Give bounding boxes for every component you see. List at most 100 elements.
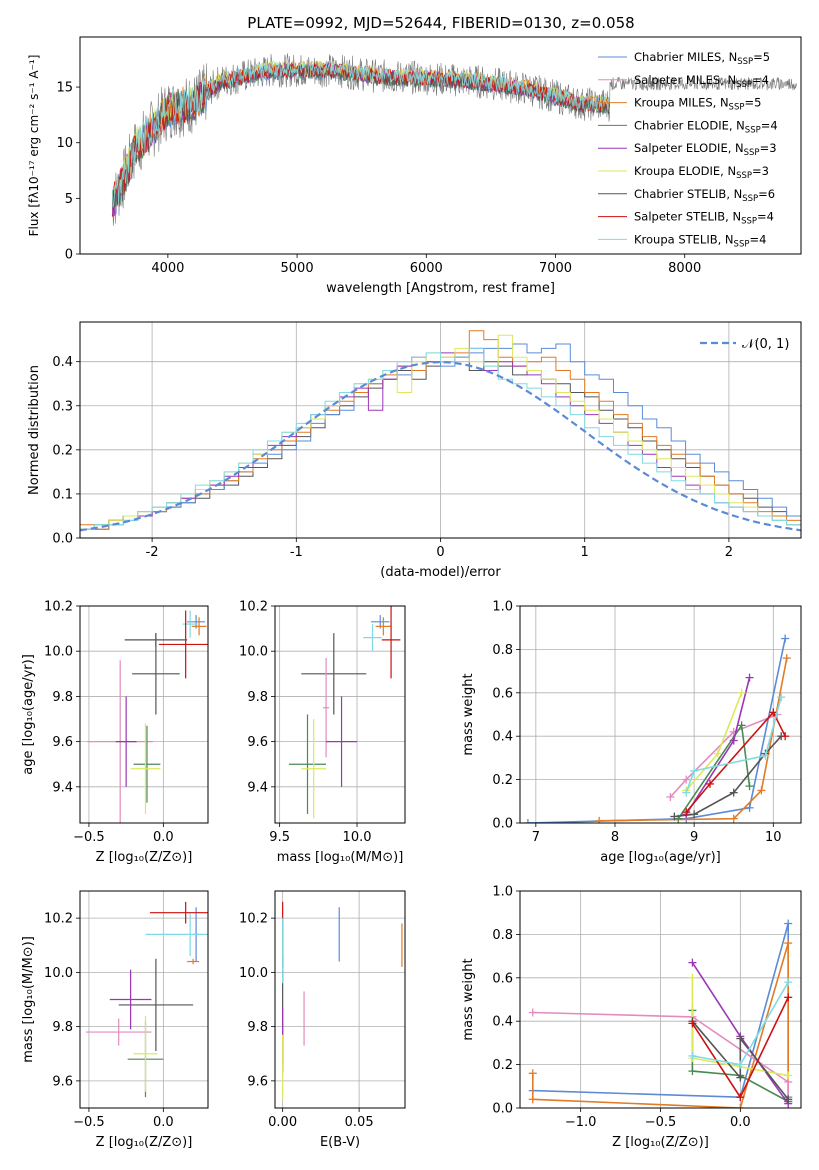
plot-area [111, 53, 798, 226]
x-axis-label: wavelength [Angstrom, rest frame] [326, 281, 555, 296]
y-tick-label: 0.2 [492, 1058, 513, 1073]
legend-count: =4 [752, 73, 769, 87]
y-tick-label: 0.6 [492, 971, 513, 986]
legend-subscript: SSP [737, 57, 753, 67]
axes-frame [519, 605, 802, 824]
x-tick-label: 0.0 [153, 1115, 174, 1130]
y-tick-label: 0.0 [52, 532, 73, 547]
y-tick-label: 10.0 [44, 966, 73, 981]
legend-subscript: SSP [745, 125, 761, 135]
y-tick-label: 9.4 [247, 780, 268, 795]
axes-frame [79, 890, 209, 1109]
y-tick-label: 9.8 [247, 690, 268, 705]
axes-frame [79, 321, 802, 539]
legend-subscript: SSP [742, 194, 758, 204]
x-axis-label: age [log₁₀(age/yr)] [600, 850, 721, 865]
x-tick-label: 5000 [281, 261, 314, 276]
y-tick-label: 1.0 [492, 600, 513, 615]
plot-area [520, 891, 801, 1108]
plot-area [80, 322, 801, 538]
panel-spectrum: 4000 5000 6000 7000 8000 0 5 10 15 wavelength [An… [27, 36, 802, 296]
panel-residuals: -2 -1 0 1 2 0.0 0.1 0.2 0.3 0.4 (data-model)/error… [27, 321, 802, 580]
x-tick-label: −0.5 [645, 1115, 677, 1130]
x-tick-label: −0.5 [73, 1115, 105, 1130]
legend-subscript: SSP [736, 171, 752, 181]
y-tick-label: 10.2 [239, 912, 268, 927]
legend-subscript: SSP [744, 148, 760, 158]
plot-area [80, 891, 208, 1108]
legend-entry-label: Chabrier MILES, NSSP=5 [634, 50, 770, 67]
legend-entry-label: 𝒩(0, 1) [742, 337, 789, 352]
legend-count: =4 [749, 232, 766, 246]
y-tick-label: 0 [65, 248, 73, 263]
y-tick-label: 0.6 [492, 686, 513, 701]
x-tick-label: 8 [611, 830, 619, 845]
normal-reference-curve [80, 360, 801, 532]
mass-weight-line [669, 713, 778, 798]
axes-frame [79, 605, 209, 824]
axes-frame [274, 605, 406, 824]
y-tick-label: 0.1 [52, 487, 73, 502]
x-axis-label: Z [log₁₀(Z/Z⊙)] [96, 1135, 193, 1150]
x-tick-label: 1 [581, 545, 589, 560]
legend-subscript: SSP [741, 217, 757, 227]
y-tick-label: 0.0 [492, 1102, 513, 1117]
axes-frame [274, 890, 406, 1109]
axes-frame [79, 36, 802, 255]
panel-age-vs-mass: 9.5 10.0 9.4 9.6 9.8 10.0 10.2 mass [log₁₀(M/M⊙… [239, 600, 406, 865]
y-tick-label: 9.6 [247, 735, 268, 750]
legend-subscript: SSP [734, 239, 750, 249]
y-tick-label: 10 [56, 136, 73, 151]
mass-weight-line [691, 1020, 789, 1100]
panel-mass-vs-EBV: 0.00 0.05 9.6 9.8 10.0 10.2 E(B-V) [239, 890, 406, 1150]
legend-count: =4 [761, 118, 778, 132]
x-tick-label: 7000 [539, 261, 572, 276]
x-tick-label: −1.0 [565, 1115, 597, 1130]
legend-count: =6 [758, 187, 775, 201]
legend-entry-label: Chabrier ELODIE, NSSP=4 [634, 118, 778, 135]
panel-massweight-vs-Z: −1.0 −0.5 0.0 0.0 0.2 0.4 0.6 0.8 1.0 Z [log₁₀(Z/… [461, 885, 802, 1150]
y-axis-label: mass weight [461, 673, 476, 755]
plot-area [275, 606, 405, 823]
axes-frame [519, 890, 802, 1109]
y-tick-label: 0.4 [492, 730, 513, 745]
y-tick-label: 9.6 [52, 1074, 73, 1089]
plot-area [520, 606, 801, 823]
legend-entry-label: Kroupa ELODIE, NSSP=3 [634, 164, 769, 181]
x-tick-label: 0 [436, 545, 444, 560]
x-axis-label: E(B-V) [320, 1135, 360, 1150]
y-tick-label: 0.8 [492, 928, 513, 943]
plot-area [80, 606, 208, 823]
legend-count: =3 [760, 141, 777, 155]
figure-title: PLATE=0992, MJD=52644, FIBERID=0130, z=0… [247, 14, 634, 32]
legend-entry-label: Kroupa MILES, NSSP=5 [634, 96, 761, 113]
y-axis-label: Flux [fλ10⁻¹⁷ erg cm⁻² s⁻¹ A⁻¹] [27, 55, 41, 237]
panel-mass-vs-Z: −0.5 0.0 9.6 9.8 10.0 10.2 Z [log₁₀(Z/Z⊙)] mass… [21, 890, 209, 1150]
histogram-step [80, 347, 801, 538]
model-spectrum-line [111, 60, 610, 208]
y-tick-label: 0.8 [492, 643, 513, 658]
mass-weight-line [685, 710, 786, 813]
y-tick-label: 9.8 [52, 1020, 73, 1035]
x-tick-label: 4000 [151, 261, 184, 276]
y-tick-label: 0.3 [52, 399, 73, 414]
x-tick-label: 2 [725, 545, 733, 560]
y-tick-label: 10.0 [44, 645, 73, 660]
x-tick-label: -2 [146, 545, 159, 560]
legend-subscript: SSP [729, 103, 745, 113]
legend-entry-label: Salpeter STELIB, NSSP=4 [634, 210, 774, 227]
y-tick-label: 9.6 [52, 735, 73, 750]
y-tick-label: 9.8 [247, 1020, 268, 1035]
x-tick-label: 0.05 [345, 1115, 374, 1130]
x-tick-label: -1 [290, 545, 303, 560]
y-tick-label: 0.2 [52, 443, 73, 458]
legend-count: =5 [753, 50, 770, 64]
legend-entry-label: Salpeter ELODIE, NSSP=3 [634, 141, 777, 158]
y-tick-label: 10.2 [44, 912, 73, 927]
x-tick-label: 0.00 [268, 1115, 297, 1130]
y-tick-label: 10.0 [239, 645, 268, 660]
legend-entry-label: Salpeter MILES, NSSP=4 [634, 73, 769, 90]
x-tick-label: 0.0 [153, 830, 174, 845]
